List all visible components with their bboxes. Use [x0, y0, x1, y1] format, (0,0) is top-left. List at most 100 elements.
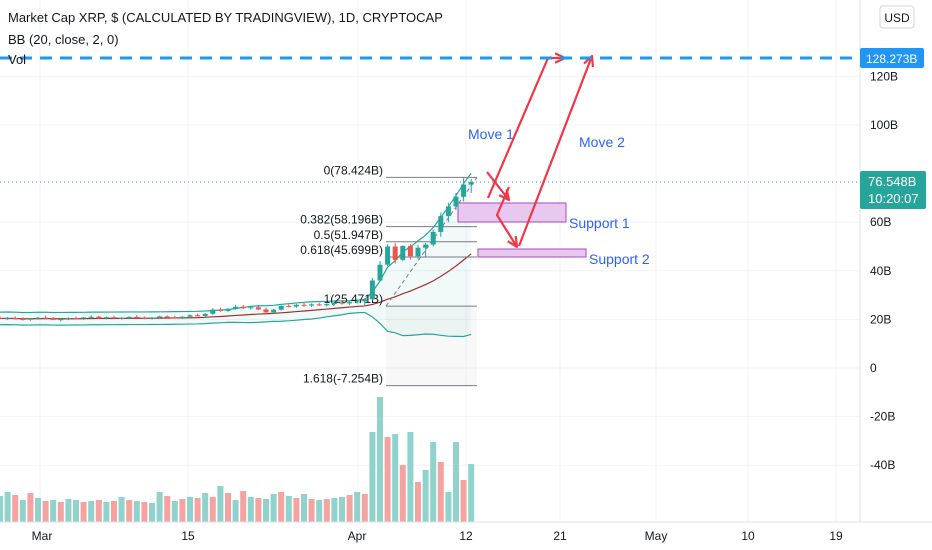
volume-bar — [354, 492, 361, 522]
volume-bar — [209, 497, 216, 522]
last-price-tag: 76.548B 10:20:07 — [860, 171, 926, 209]
annotations[interactable]: Move 1 Move 2 Support 1 Support 2 — [468, 52, 650, 267]
candle-body — [141, 317, 147, 319]
volume-bar — [225, 493, 231, 522]
support2-label[interactable]: Support 2 — [589, 251, 650, 267]
volume-bar — [50, 500, 57, 522]
volume-bar — [103, 502, 110, 522]
volume-bar — [171, 501, 178, 522]
candle-body — [255, 307, 261, 310]
candle-body — [149, 317, 155, 319]
volume-bar — [308, 499, 315, 522]
volume-bar — [346, 495, 353, 522]
candle-body — [157, 316, 163, 318]
candle-body — [286, 306, 292, 308]
volume-bar — [468, 464, 475, 522]
volume-bar — [278, 492, 285, 522]
bb-indicator-label[interactable]: BB (20, close, 2, 0) — [8, 32, 119, 47]
candle-body — [134, 316, 140, 318]
candle-body — [331, 302, 337, 305]
fib-level-label: 0.5(51.947B) — [314, 228, 383, 242]
volume-bar — [95, 500, 102, 522]
fib-level-label: 1.618(-7.254B) — [303, 372, 383, 386]
currency-label[interactable]: USD — [884, 11, 910, 25]
arrow-move2-drop-head — [507, 235, 519, 249]
candle-body — [309, 304, 315, 306]
candle-body — [0, 317, 3, 319]
candle-body — [385, 246, 391, 265]
volume-bar — [217, 486, 224, 522]
fib-level-label: 1(25.471B) — [324, 292, 383, 306]
volume-bar — [369, 432, 376, 522]
volume-bar — [316, 500, 323, 522]
x-tick-label: 19 — [829, 529, 843, 543]
candle-body — [65, 318, 71, 320]
volume-bar — [126, 500, 133, 522]
currency-button[interactable] — [879, 5, 915, 29]
x-tick-label: Mar — [32, 529, 53, 543]
y-tick-label: -40B — [870, 458, 895, 472]
candle-body — [445, 206, 451, 217]
y-tick-label: 100B — [870, 118, 898, 132]
volume-bar — [247, 497, 254, 522]
candle-body — [400, 246, 406, 260]
volume-bar — [0, 496, 3, 522]
volume-bar — [392, 434, 399, 522]
candle-body — [233, 306, 239, 309]
candle-body — [461, 184, 467, 197]
candle-body — [324, 304, 330, 306]
candle-body — [179, 316, 185, 318]
volume-bar — [4, 492, 11, 522]
volume-bar — [194, 498, 201, 522]
volume-bar — [415, 482, 421, 522]
volume-bar — [42, 501, 49, 522]
volume-bar — [293, 498, 300, 522]
candle-body — [195, 315, 201, 317]
volume-bar — [35, 498, 41, 522]
volume-bar — [111, 501, 117, 522]
candle-body — [347, 302, 353, 304]
candle-body — [5, 318, 11, 320]
volume-bar — [65, 499, 72, 522]
support-zones[interactable] — [457, 202, 587, 258]
chart-title[interactable]: Market Cap XRP, $ (CALCULATED BY TRADING… — [8, 10, 443, 25]
svg-text:128.273B: 128.273B — [866, 52, 917, 66]
volume-bar — [141, 502, 148, 522]
volume-bar — [88, 501, 95, 522]
fib-level-label: 0(78.424B) — [324, 163, 383, 177]
y-tick-label: 60B — [870, 215, 891, 229]
move1-label[interactable]: Move 1 — [468, 126, 514, 142]
fib-retracement[interactable]: 0(78.424B) 0.382(58.196B)0.5(51.947B)0.61… — [300, 163, 478, 387]
volume-bar — [453, 442, 459, 522]
volume-indicator-label[interactable]: Vol — [8, 52, 27, 67]
x-tick-label: 10 — [741, 529, 755, 543]
candle-body — [119, 317, 125, 319]
x-tick-labels: Mar 15 Apr 12 21 May 10 19 — [32, 529, 843, 543]
bb-basis — [0, 253, 472, 320]
x-tick-label: 15 — [181, 529, 195, 543]
volume-bar — [384, 437, 391, 522]
x-tick-label: 12 — [459, 529, 473, 543]
volume-bar — [460, 480, 467, 522]
volume-bar — [156, 492, 163, 522]
y-tick-label: 20B — [870, 312, 891, 326]
candle-body — [217, 309, 223, 311]
volume-bar — [179, 499, 186, 522]
x-tick-label: May — [645, 529, 668, 543]
volume-bar — [422, 470, 429, 522]
volume-bar — [202, 493, 209, 522]
support1-label[interactable]: Support 1 — [569, 215, 630, 231]
candle-body — [377, 264, 383, 281]
candle-body — [415, 247, 421, 257]
arrow-move2-rise-head — [583, 54, 595, 68]
volume-bar — [399, 465, 406, 522]
last-price-value: 76.548B — [868, 174, 916, 189]
volume-bar — [323, 499, 330, 522]
candle-body — [392, 246, 398, 260]
move2-label[interactable]: Move 2 — [579, 134, 625, 150]
candle-body — [27, 318, 33, 320]
volume-bar — [361, 494, 368, 522]
volume-bar — [255, 498, 262, 522]
